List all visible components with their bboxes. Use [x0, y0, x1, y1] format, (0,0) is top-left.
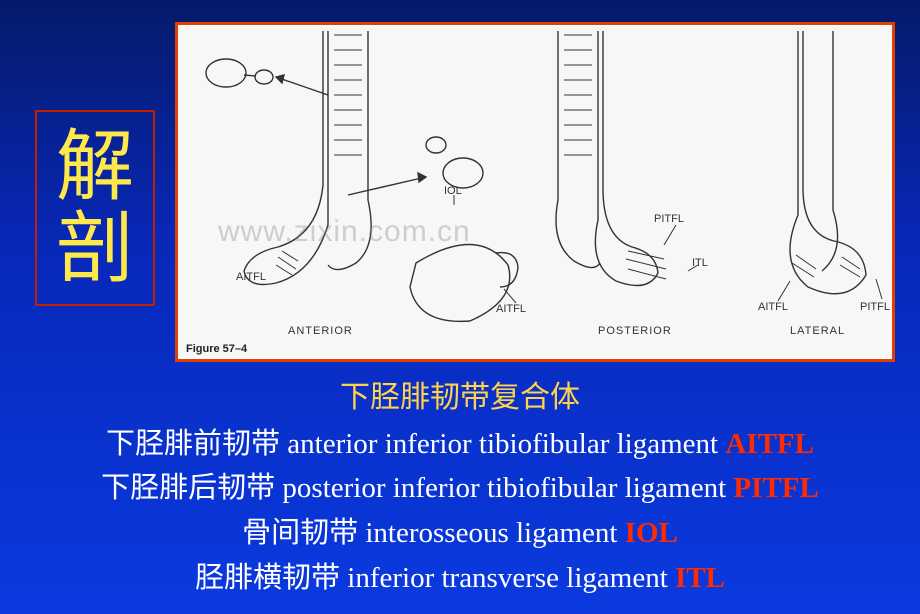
caption-row-2-en: interosseous ligament [365, 517, 617, 549]
caption-row-1-cn: 下胫腓后韧带 [101, 472, 275, 504]
view-label-posterior: POSTERIOR [598, 325, 672, 337]
label-itl: ITL [692, 257, 708, 269]
caption-row-3-abbr: ITL [675, 562, 725, 594]
caption-row-2: 骨间韧带 interosseous ligament IOL [0, 511, 920, 556]
watermark: www.zixin.com.cn [218, 215, 471, 249]
label-pitfl-posterior: PITFL [654, 213, 684, 225]
figure-inner: www.zixin.com.cn IOL AITFL AITFL PITFL I… [178, 25, 892, 359]
caption-row-0: 下胫腓前韧带 anterior inferior tibiofibular li… [0, 422, 920, 467]
label-aitfl-lateral: AITFL [758, 301, 788, 313]
figure-number: Figure 57–4 [186, 343, 247, 355]
sidebar-char-2: 剖 [45, 208, 145, 290]
label-aitfl-anterior: AITFL [236, 271, 266, 283]
label-iol: IOL [444, 185, 462, 197]
view-label-lateral: LATERAL [790, 325, 845, 337]
caption-row-1-abbr: PITFL [733, 472, 818, 504]
caption-row-0-cn: 下胫腓前韧带 [106, 428, 280, 460]
caption-row-2-cn: 骨间韧带 [242, 517, 358, 549]
caption-heading: 下胫腓韧带复合体 [0, 375, 920, 422]
caption-row-3-en: inferior transverse ligament [347, 562, 668, 594]
caption-row-1: 下胫腓后韧带 posterior inferior tibiofibular l… [0, 466, 920, 511]
caption-row-0-abbr: AITFL [725, 428, 814, 460]
sidebar-title: 解 剖 [35, 110, 155, 306]
view-label-anterior: ANTERIOR [288, 325, 353, 337]
label-aitfl-xsection: AITFL [496, 303, 526, 315]
caption-row-1-en: posterior inferior tibiofibular ligament [282, 472, 726, 504]
sidebar-char-1: 解 [45, 126, 145, 208]
caption-row-2-abbr: IOL [625, 517, 678, 549]
figure-frame: www.zixin.com.cn IOL AITFL AITFL PITFL I… [175, 22, 895, 362]
label-pitfl-lateral: PITFL [860, 301, 890, 313]
caption-row-3-cn: 胫腓横韧带 [195, 562, 340, 594]
caption-block: 下胫腓韧带复合体 下胫腓前韧带 anterior inferior tibiof… [0, 375, 920, 601]
caption-row-0-en: anterior inferior tibiofibular ligament [287, 428, 718, 460]
caption-row-3: 胫腓横韧带 inferior transverse ligament ITL [0, 556, 920, 601]
